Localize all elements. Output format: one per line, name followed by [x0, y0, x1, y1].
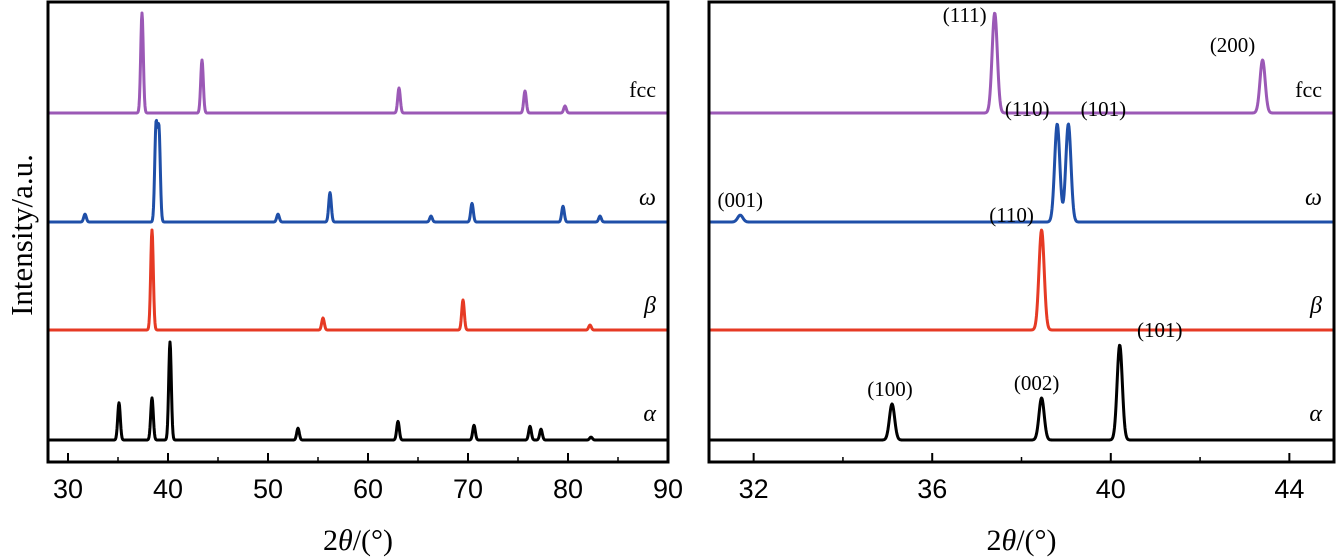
series-line-right-2 — [709, 228, 1334, 332]
peak-label-8: (101) — [1137, 318, 1183, 342]
x-tick-label-left-2: 50 — [253, 474, 283, 504]
right-panel: fcc ω β α (111) (200) (001) (110) (101) (110) (100… — [707, 0, 1336, 557]
peak-label-3: (110) — [1005, 97, 1050, 121]
series-name-right-1: ω — [1305, 185, 1322, 211]
peak-label-0: (111) — [943, 3, 987, 27]
series-line-right-1 — [709, 122, 1334, 224]
x-tick-label-right-0: 32 — [739, 474, 769, 504]
x-tick-label-left-3: 60 — [353, 474, 383, 504]
x-tick-label-left-1: 40 — [153, 474, 183, 504]
series-line-left-2 — [48, 228, 668, 332]
peak-label-1: (200) — [1210, 33, 1256, 57]
x-tick-label-left-5: 80 — [553, 474, 583, 504]
series-name-right-0: fcc — [1295, 77, 1322, 102]
peak-label-7: (002) — [1014, 371, 1060, 395]
series-name-left-0: fcc — [629, 77, 656, 102]
series-name-left-2: β — [643, 293, 656, 319]
series-name-right-3: α — [1309, 401, 1322, 427]
series-line-right-0 — [709, 11, 1334, 115]
x-axis-label-left: 2θ/(°) — [323, 524, 393, 557]
x-tick-label-left-4: 70 — [453, 474, 483, 504]
series-line-left-3 — [48, 340, 668, 442]
x-tick-label-right-1: 36 — [917, 474, 947, 504]
x-tick-label-left-6: 90 — [653, 474, 683, 504]
series-name-right-2: β — [1309, 293, 1322, 319]
left-panel: fcc ω β α 30 40 50 60 70 80 90 2θ/(°) — [46, 0, 683, 557]
series-line-left-0 — [48, 11, 668, 115]
peak-label-6: (100) — [867, 377, 913, 401]
series-name-left-1: ω — [639, 185, 656, 211]
series-name-left-3: α — [643, 401, 656, 427]
peak-label-4: (101) — [1081, 97, 1127, 121]
peak-label-5: (110) — [989, 203, 1034, 227]
x-tick-label-left-0: 30 — [53, 474, 83, 504]
peak-label-2: (001) — [718, 188, 764, 212]
series-line-left-1 — [48, 118, 668, 224]
x-tick-label-right-3: 44 — [1274, 474, 1304, 504]
series-line-right-3 — [709, 343, 1334, 442]
left-frame — [46, 0, 670, 464]
x-tick-label-right-2: 40 — [1096, 474, 1126, 504]
x-axis-label-right: 2θ/(°) — [986, 524, 1056, 557]
